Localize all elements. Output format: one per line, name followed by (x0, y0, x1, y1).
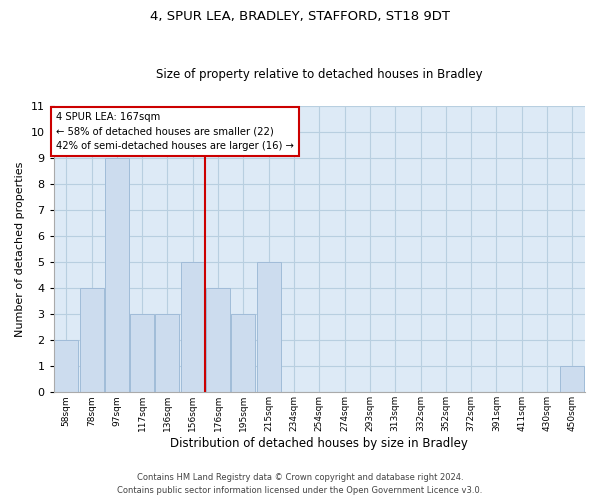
Bar (155, 314, 179, 392)
Text: Contains HM Land Registry data © Crown copyright and database right 2024.
Contai: Contains HM Land Registry data © Crown c… (118, 474, 482, 495)
Bar (181, 262, 205, 392)
Bar (80, 288, 104, 393)
Y-axis label: Number of detached properties: Number of detached properties (15, 162, 25, 336)
Bar (232, 314, 256, 392)
X-axis label: Distribution of detached houses by size in Bradley: Distribution of detached houses by size … (170, 437, 468, 450)
Bar (130, 314, 154, 392)
Bar (206, 288, 230, 393)
Bar (54, 340, 78, 392)
Bar (105, 158, 129, 392)
Text: 4, SPUR LEA, BRADLEY, STAFFORD, ST18 9DT: 4, SPUR LEA, BRADLEY, STAFFORD, ST18 9DT (150, 10, 450, 23)
Bar (560, 366, 584, 392)
Title: Size of property relative to detached houses in Bradley: Size of property relative to detached ho… (156, 68, 482, 81)
Text: 4 SPUR LEA: 167sqm
← 58% of detached houses are smaller (22)
42% of semi-detache: 4 SPUR LEA: 167sqm ← 58% of detached hou… (56, 112, 294, 151)
Bar (257, 262, 281, 392)
